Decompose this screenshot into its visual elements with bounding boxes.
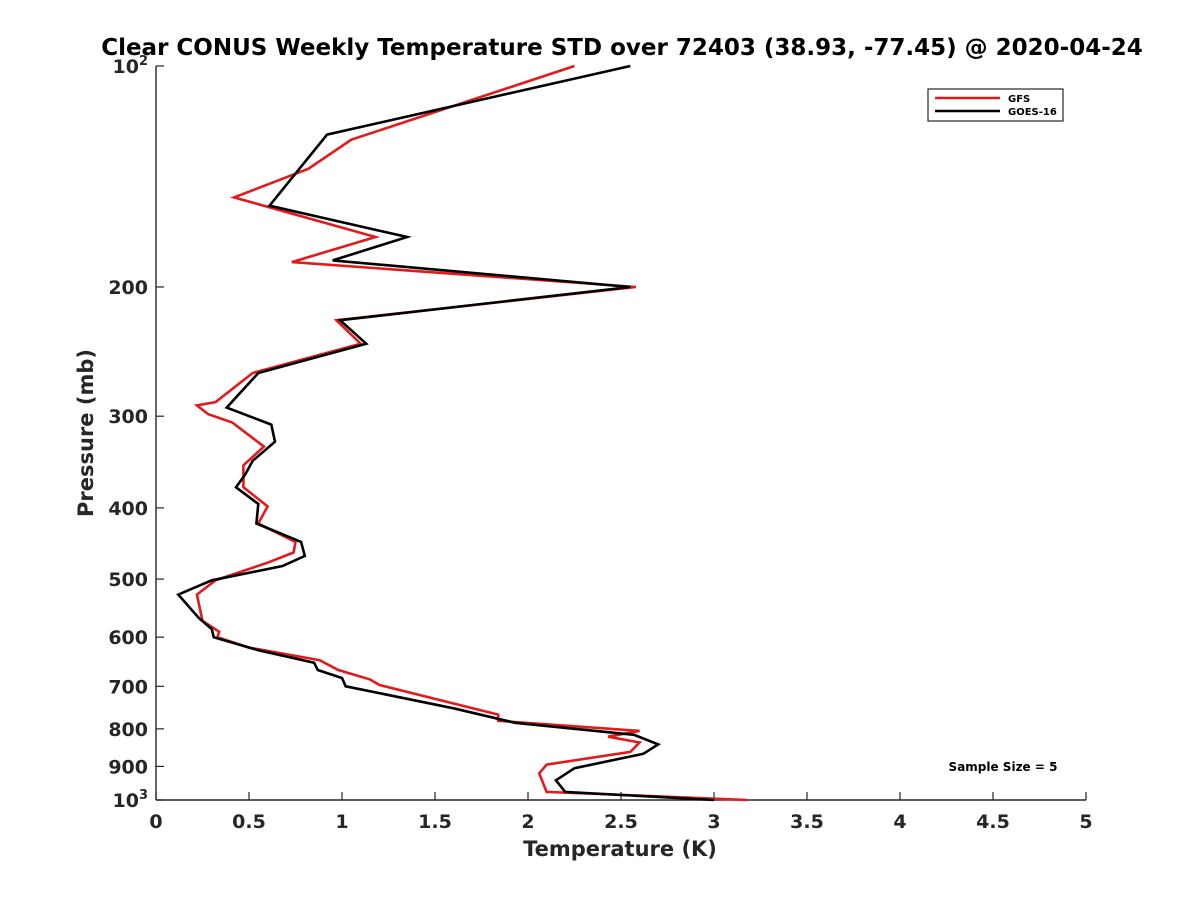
y-tick-exponent: 3 bbox=[139, 788, 148, 803]
x-tick-label: 0.5 bbox=[232, 811, 266, 833]
y-tick-label: 200 bbox=[108, 277, 148, 299]
legend-label: GFS bbox=[1008, 94, 1030, 105]
x-tick-label: 5 bbox=[1079, 811, 1092, 833]
y-tick-label: 700 bbox=[108, 676, 148, 698]
x-tick-label: 1.5 bbox=[418, 811, 452, 833]
y-tick-label: 102 bbox=[113, 54, 149, 78]
x-tick-label: 2 bbox=[521, 811, 534, 833]
x-tick-label: 1 bbox=[335, 811, 348, 833]
axes: 0 0.5 1 1.5 2 2.5 3 3.5 4 4.5 51022003004005006007… bbox=[108, 54, 1092, 833]
x-tick-label: 3 bbox=[707, 811, 720, 833]
legend-label: GOES-16 bbox=[1008, 107, 1057, 118]
x-tick-label: 2.5 bbox=[604, 811, 638, 833]
y-tick-exponent: 2 bbox=[139, 54, 148, 69]
y-tick-label: 500 bbox=[108, 569, 148, 591]
x-tick-label: 0 bbox=[149, 811, 162, 833]
x-tick-label: 4.5 bbox=[976, 811, 1010, 833]
gfs-line bbox=[193, 64, 748, 802]
y-tick-label: 800 bbox=[108, 719, 148, 741]
y-tick-base: 10 bbox=[113, 790, 139, 812]
x-axis-label: Temperature (K) bbox=[523, 837, 717, 861]
chart-title: Clear CONUS Weekly Temperature STD over … bbox=[101, 35, 1143, 61]
y-tick-label: 300 bbox=[108, 406, 148, 428]
y-tick-label: 600 bbox=[108, 627, 148, 649]
x-tick-label: 3.5 bbox=[790, 811, 824, 833]
goes-16-line bbox=[176, 64, 715, 802]
legend: GFS GOES-16 bbox=[927, 88, 1064, 122]
y-tick-base: 10 bbox=[113, 56, 139, 78]
y-tick-label: 900 bbox=[108, 756, 148, 778]
sample-size-annotation: Sample Size = 5 bbox=[949, 760, 1058, 774]
y-axis-label: Pressure (mb) bbox=[74, 349, 98, 517]
legend-box bbox=[927, 88, 1064, 122]
x-tick-label: 4 bbox=[893, 811, 906, 833]
series-lines bbox=[176, 64, 748, 802]
y-tick-label: 400 bbox=[108, 498, 148, 520]
y-tick-label: 103 bbox=[113, 788, 149, 812]
